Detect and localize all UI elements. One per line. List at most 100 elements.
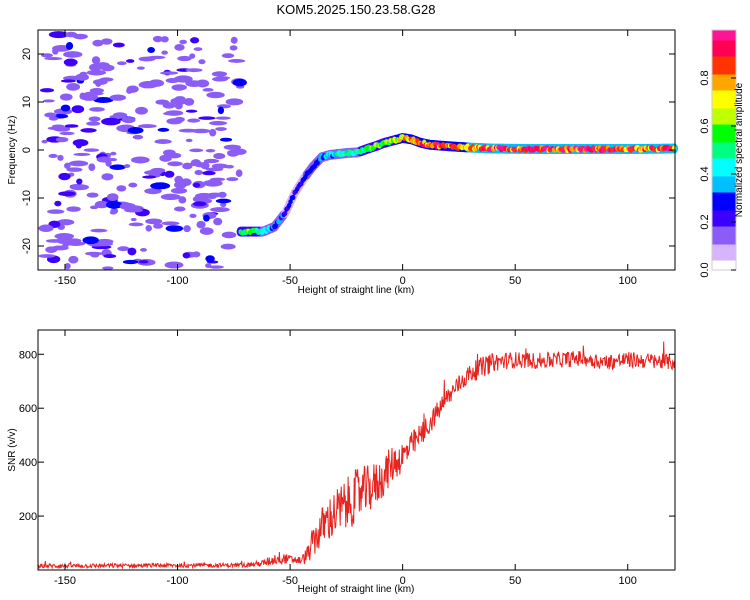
- colorbar-tick-label: 0.4: [699, 166, 711, 181]
- colorbar-swatch: [712, 56, 736, 59]
- noise-speck: [202, 170, 216, 176]
- noise-speck: [164, 170, 175, 178]
- noise-speck: [93, 97, 114, 103]
- noise-speck: [192, 201, 207, 207]
- noise-speck: [52, 124, 65, 128]
- noise-speck: [66, 206, 81, 212]
- noise-speck: [183, 97, 195, 106]
- noise-speck: [105, 200, 123, 209]
- colorbar-swatch: [712, 110, 736, 113]
- noise-speck: [45, 239, 63, 243]
- colorbar-swatch: [712, 50, 736, 53]
- noise-speck: [232, 78, 247, 87]
- snr-y-label: SNR (v/v): [7, 428, 18, 471]
- noise-speck: [211, 71, 228, 77]
- noise-speck: [198, 59, 206, 65]
- noise-speck: [194, 169, 203, 176]
- colorbar-swatch: [712, 230, 736, 233]
- colorbar-swatch: [712, 86, 736, 89]
- colorbar-swatch: [712, 220, 736, 223]
- y-tick-label: 400: [19, 457, 37, 469]
- colorbar-frame: [711, 29, 737, 271]
- noise-speck: [101, 117, 121, 126]
- noise-speck: [170, 187, 188, 194]
- colorbar-swatch: [712, 246, 736, 249]
- colorbar-swatch: [712, 234, 736, 237]
- noise-speck: [202, 88, 214, 92]
- noise-speck: [91, 56, 101, 65]
- noise-speck: [94, 200, 109, 209]
- noise-speck: [66, 82, 81, 91]
- noise-speck: [117, 246, 130, 252]
- colorbar-swatch: [712, 192, 736, 195]
- noise-speck: [103, 254, 117, 259]
- x-tick-label: -50: [282, 575, 298, 587]
- colorbar-swatch: [712, 150, 736, 153]
- y-tick-label: 0: [21, 147, 33, 153]
- noise-speck: [193, 47, 203, 51]
- noise-speck: [206, 91, 225, 99]
- noise-speck: [126, 87, 133, 94]
- y-tick-label: 20: [21, 48, 33, 60]
- colorbar-swatch: [712, 62, 736, 65]
- colorbar-swatch: [712, 112, 736, 115]
- noise-speck: [220, 202, 227, 207]
- snr-series-line: [37, 341, 676, 570]
- colorbar-swatch: [712, 44, 736, 47]
- colorbar-swatch: [712, 178, 736, 181]
- noise-speck: [86, 192, 99, 198]
- colorbar-swatch: [712, 254, 736, 257]
- noise-speck: [221, 53, 235, 59]
- colorbar-tick-label: 0.2: [699, 214, 711, 229]
- colorbar-swatch: [712, 184, 736, 187]
- colorbar-swatch: [712, 120, 736, 123]
- noise-speck: [101, 38, 113, 45]
- noise-speck: [209, 120, 228, 126]
- noise-speck: [64, 124, 79, 128]
- x-tick-label: 0: [400, 575, 406, 587]
- colorbar-swatch: [712, 232, 736, 235]
- noise-speck: [235, 169, 243, 177]
- colorbar-swatch: [712, 186, 736, 189]
- noise-speck: [145, 218, 163, 225]
- noise-speck: [191, 128, 211, 134]
- noise-speck: [41, 53, 53, 58]
- spectrogram-x-label: Height of straight line (km): [298, 285, 415, 296]
- colorbar-swatch: [712, 190, 736, 193]
- noise-speck: [212, 76, 229, 82]
- noise-speck: [44, 57, 63, 61]
- colorbar-swatch: [712, 166, 736, 169]
- noise-speck: [208, 265, 224, 269]
- colorbar-swatch: [712, 228, 736, 231]
- noise-speck: [203, 179, 223, 187]
- noise-speck: [220, 137, 233, 142]
- snr-axes: -150 -100 -50 0 50 100 200 400 600 800: [19, 330, 675, 587]
- noise-speck: [192, 196, 204, 203]
- noise-speck: [126, 59, 135, 63]
- noise-speck: [80, 93, 98, 101]
- colorbar-swatch: [712, 48, 736, 51]
- colorbar-swatch: [712, 100, 736, 103]
- noise-speck: [71, 105, 85, 114]
- colorbar-swatch: [712, 96, 736, 99]
- noise-speck: [163, 111, 179, 116]
- noise-speck: [189, 213, 197, 218]
- noise-speck: [174, 44, 185, 51]
- noise-speck: [121, 116, 136, 124]
- x-tick-label: -50: [282, 275, 298, 287]
- noise-speck: [147, 46, 155, 53]
- colorbar-swatch: [712, 164, 736, 167]
- noise-speck: [73, 152, 91, 156]
- noise-speck: [178, 196, 187, 204]
- noise-speck: [63, 51, 83, 58]
- colorbar-swatch: [712, 268, 736, 271]
- noise-speck: [130, 217, 137, 222]
- noise-speck: [160, 36, 169, 43]
- noise-speck: [227, 59, 246, 63]
- colorbar-swatch: [712, 264, 736, 267]
- noise-speck: [198, 116, 216, 120]
- noise-speck: [54, 200, 62, 207]
- noise-speck: [44, 112, 57, 118]
- colorbar-swatch: [712, 206, 736, 209]
- colorbar-swatch: [712, 46, 736, 49]
